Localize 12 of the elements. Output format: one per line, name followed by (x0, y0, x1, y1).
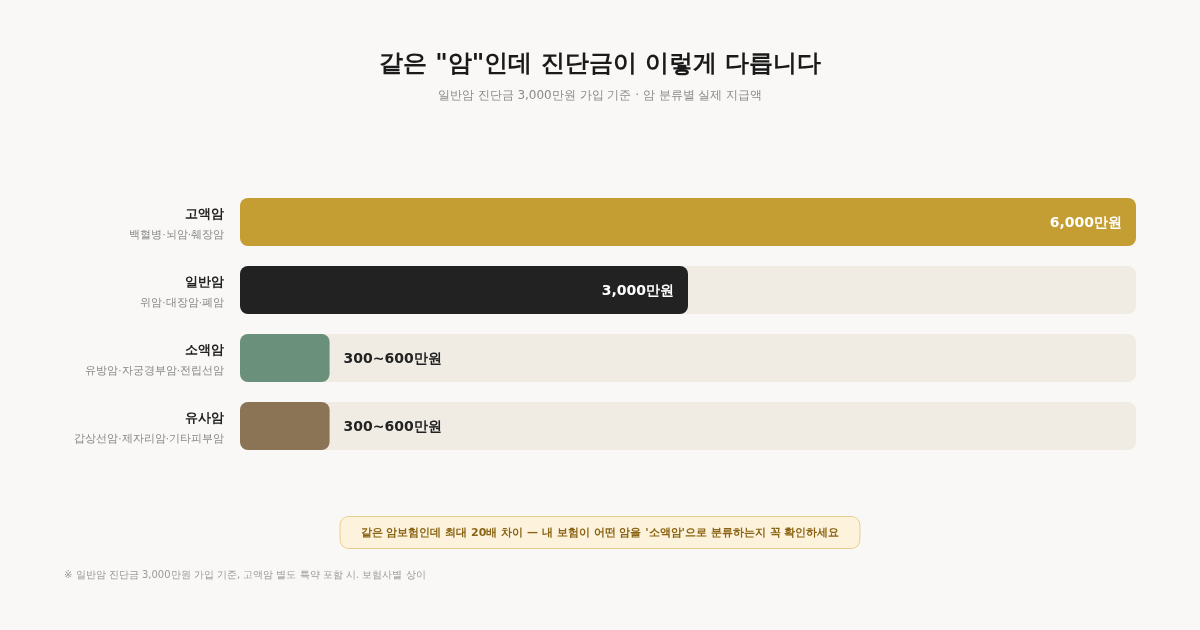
text: 같은 암보험인데 최대 20배 차이 — 내 보험이 어떤 암을 '소액암'으로 분류하는지 꼭 확인하세요 (360, 526, 840, 539)
data-label: 300~600만원 (343, 350, 442, 366)
y-tick-label: 일반암 위암·대장암·폐암 (140, 273, 224, 308)
data-label: 300~600만원 (343, 418, 442, 434)
text: ※ 일반암 진단금 3,000만원 가입 기준, 고액암 별도 특약 포함 시. 보험사별 상이 (64, 568, 426, 580)
y-tick-label: 고액암 백혈병·뇌암·췌장암 (129, 205, 224, 240)
data-label: 6,000만원 (1049, 214, 1122, 230)
data-label: 3,000만원 (601, 282, 674, 298)
y-tick-label: 유사암 갑상선암·제자리암·기타피부암 (74, 409, 224, 444)
chart-title: 같은 "암"인데 진단금이 이렇게 다릅니다 (378, 49, 822, 77)
chart-subtitle: 일반암 진단금 3,000만원 가입 기준 · 암 분류별 실제 지급액 (437, 88, 763, 102)
y-tick-label: 소액암 유방암·자궁경부암·전립선암 (85, 341, 224, 376)
